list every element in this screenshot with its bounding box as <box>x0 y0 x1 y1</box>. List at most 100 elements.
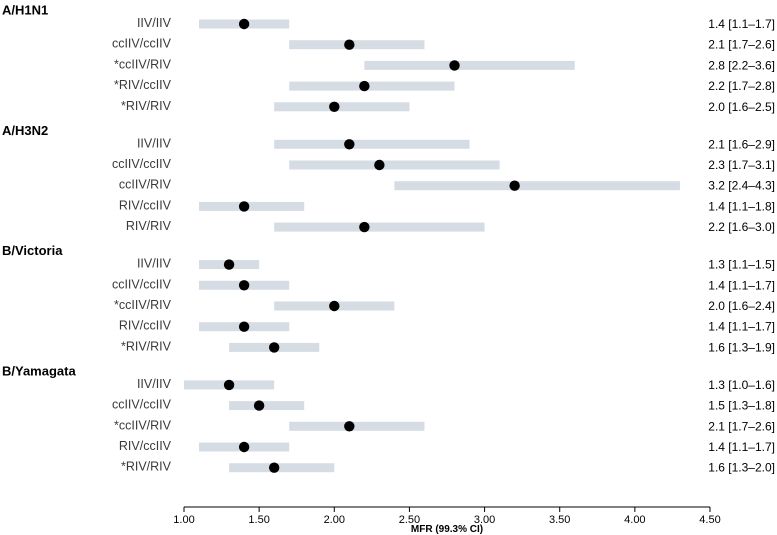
group-b-victoria: B/Victoria IIV/IIV 1.3 [1.1–1.5] ccIIV/ccII… <box>2 243 775 354</box>
ci-bar <box>274 139 470 149</box>
value-label: 1.6 [1.3–1.9] <box>708 340 775 354</box>
forest-row: *RIV/ccIIV 2.2 [1.7–2.8] <box>114 78 775 93</box>
value-label: 1.4 [1.1–1.7] <box>708 320 775 334</box>
point-estimate <box>223 259 235 270</box>
forest-row: ccIIV/ccIIV 1.5 [1.3–1.8] <box>112 398 775 413</box>
value-label: 2.0 [1.6–2.4] <box>708 299 775 313</box>
value-label: 1.4 [1.1–1.7] <box>708 278 775 292</box>
point-estimate <box>359 221 370 233</box>
forest-row: IIV/IIV 2.1 [1.6–2.9] <box>137 136 775 151</box>
row-label: ccIIV/RIV <box>119 178 172 192</box>
row-label: IIV/IIV <box>137 257 172 271</box>
x-tick-label: 4.50 <box>699 514 720 526</box>
point-estimate <box>253 400 265 411</box>
value-label: 2.1 [1.6–2.9] <box>708 137 775 151</box>
value-label: 2.1 [1.7–2.6] <box>708 38 775 52</box>
x-tick-label: 2.50 <box>399 514 420 526</box>
row-label: RIV/ccIIV <box>119 198 172 212</box>
point-estimate <box>238 280 250 291</box>
row-label: RIV/RIV <box>126 219 172 233</box>
x-axis: 1.00 1.50 2.00 2.50 3.00 3.50 4.00 4.50 <box>173 506 721 526</box>
group-label: B/Yamagata <box>2 363 76 378</box>
row-label: RIV/ccIIV <box>119 439 172 453</box>
ci-bar <box>274 222 485 232</box>
point-estimate <box>238 441 250 453</box>
x-tick-label: 1.50 <box>248 514 269 526</box>
group-a-h3n2: A/H3N2 IIV/IIV 2.1 [1.6–2.9] ccIIV/ccIIV 2.3… <box>2 123 775 234</box>
point-estimate <box>268 462 280 473</box>
row-label: ccIIV/ccIIV <box>112 277 172 291</box>
value-label: 1.5 [1.3–1.8] <box>708 399 775 413</box>
value-label: 2.2 [1.7–2.8] <box>708 79 775 93</box>
value-label: 2.1 [1.7–2.6] <box>708 419 775 433</box>
point-estimate <box>329 300 340 312</box>
forest-row: ccIIV/ccIIV 1.4 [1.1–1.7] <box>112 277 775 292</box>
ci-bar <box>199 201 305 211</box>
row-label: *RIV/RIV <box>121 339 172 353</box>
row-label: *RIV/RIV <box>121 460 172 474</box>
point-estimate <box>344 39 355 50</box>
ci-bar <box>289 40 425 50</box>
forest-row: *ccIIV/RIV 2.1 [1.7–2.6] <box>114 418 775 433</box>
value-label: 2.0 [1.6–2.5] <box>708 100 775 114</box>
forest-row: ccIIV/ccIIV 2.1 [1.7–2.6] <box>112 37 775 52</box>
value-label: 2.2 [1.6–3.0] <box>708 220 775 234</box>
row-label: *RIV/RIV <box>121 99 172 113</box>
value-label: 1.4 [1.1–1.7] <box>708 17 775 31</box>
row-label: *ccIIV/RIV <box>114 298 172 312</box>
row-label: RIV/ccIIV <box>119 319 172 333</box>
forest-row: IIV/IIV 1.3 [1.0–1.6] <box>137 377 775 392</box>
x-tick-label: 3.50 <box>549 514 570 526</box>
value-label: 1.4 [1.1–1.7] <box>708 440 775 454</box>
x-tick-label: 1.00 <box>173 514 194 526</box>
value-label: 2.3 [1.7–3.1] <box>708 158 775 172</box>
row-label: ccIIV/ccIIV <box>112 398 172 412</box>
point-estimate <box>238 18 250 30</box>
point-estimate <box>449 60 460 71</box>
row-label: IIV/IIV <box>137 136 172 150</box>
group-label: B/Victoria <box>2 243 63 258</box>
ci-bar <box>274 102 410 112</box>
ci-bar <box>394 181 680 191</box>
ci-bar <box>289 160 500 170</box>
value-label: 1.4 [1.1–1.8] <box>708 199 775 213</box>
forest-row: IIV/IIV 1.3 [1.1–1.5] <box>137 257 775 272</box>
group-b-yamagata: B/Yamagata IIV/IIV 1.3 [1.0–1.6] ccIIV/ccII… <box>2 363 775 474</box>
row-label: IIV/IIV <box>137 16 172 30</box>
x-tick-label: 2.00 <box>324 514 345 526</box>
ci-bar <box>229 463 335 473</box>
ci-bar <box>229 401 305 411</box>
groups-layer: A/H1N1 IIV/IIV 1.4 [1.1–1.7] ccIIV/ccIIV 2.1… <box>2 3 775 475</box>
point-estimate <box>359 80 370 92</box>
value-label: 1.3 [1.1–1.5] <box>708 258 775 272</box>
x-axis-title: MFR (99.3% CI) <box>411 524 483 535</box>
value-label: 1.3 [1.0–1.6] <box>708 378 775 392</box>
point-estimate <box>374 159 385 171</box>
row-label: *ccIIV/RIV <box>114 57 172 71</box>
ci-bar <box>289 421 425 431</box>
forest-row: RIV/ccIIV 1.4 [1.1–1.8] <box>119 198 775 213</box>
x-tick-label: 3.00 <box>474 514 495 526</box>
point-estimate <box>238 201 250 212</box>
value-label: 1.6 [1.3–2.0] <box>708 461 775 475</box>
forest-row: *RIV/RIV 1.6 [1.3–2.0] <box>121 460 775 475</box>
forest-row: RIV/RIV 2.2 [1.6–3.0] <box>126 219 775 234</box>
row-label: ccIIV/ccIIV <box>112 37 172 51</box>
ci-bar <box>289 81 455 91</box>
point-estimate <box>344 421 355 432</box>
row-label: *ccIIV/RIV <box>114 418 172 432</box>
value-label: 2.8 [2.2–3.6] <box>708 58 775 72</box>
point-estimate <box>344 139 355 150</box>
point-estimate <box>268 342 280 353</box>
group-a-h1n1: A/H1N1 IIV/IIV 1.4 [1.1–1.7] ccIIV/ccIIV 2.1… <box>2 3 775 114</box>
group-label: A/H3N2 <box>2 123 48 138</box>
point-estimate <box>509 180 520 191</box>
value-label: 3.2 [2.4–4.3] <box>708 179 775 193</box>
point-estimate <box>223 379 235 391</box>
forest-row: *RIV/RIV 2.0 [1.6–2.5] <box>121 99 775 114</box>
ci-bar <box>364 60 575 70</box>
forest-row: ccIIV/ccIIV 2.3 [1.7–3.1] <box>112 157 775 172</box>
forest-row: ccIIV/RIV 3.2 [2.4–4.3] <box>119 178 775 193</box>
forest-row: RIV/ccIIV 1.4 [1.1–1.7] <box>119 439 775 454</box>
